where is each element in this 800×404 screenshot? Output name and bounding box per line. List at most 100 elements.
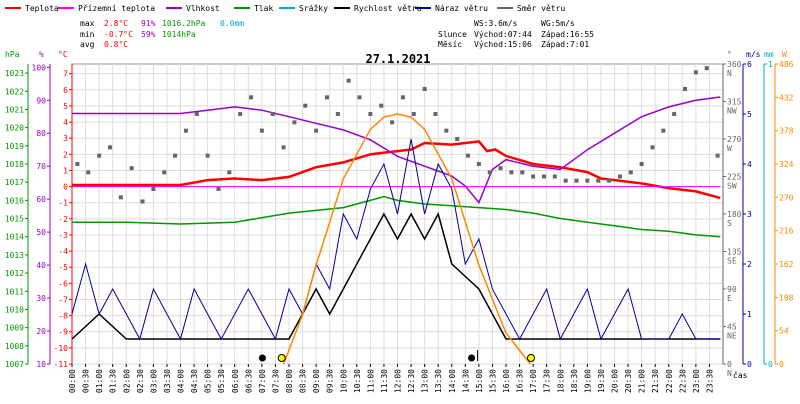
axis-label-pct: 60 [36, 195, 46, 204]
axis-compass-deg: SW [727, 182, 737, 191]
direction-point [335, 112, 340, 116]
axis-label-hpa: 1015 [5, 215, 24, 224]
stats-min-label: min [80, 30, 95, 39]
sunrise-marker [277, 354, 286, 362]
legend-label-5: Rychlost větru [354, 4, 422, 13]
stats-min-press: 1014hPa [162, 30, 196, 39]
axis-label-hpa: 1011 [5, 287, 24, 296]
direction-point [617, 174, 622, 179]
direction-point [86, 170, 91, 175]
direction-point [129, 166, 134, 171]
stats-max-label: max [80, 19, 95, 28]
x-tick-label: 03:00 [149, 369, 158, 393]
axis-label-mm: 0 [768, 360, 773, 369]
x-tick-label: 12:30 [407, 369, 416, 393]
direction-point [151, 187, 156, 191]
x-tick-label: 08:30 [299, 369, 308, 393]
stats-avg-label: avg [80, 40, 95, 49]
axis-label-ms: 1 [747, 310, 752, 319]
legend-label-0: Teplota [25, 4, 59, 13]
x-tick-label: 09:30 [326, 369, 335, 393]
axis-label-degc: -10 [54, 344, 69, 353]
axis-label-deg: 315 [727, 98, 742, 107]
axis-label-w: 54 [779, 327, 789, 336]
direction-point [194, 112, 199, 116]
unit-cas: čas [733, 370, 748, 380]
direction-point [390, 120, 395, 125]
x-tick-label: 23:30 [705, 369, 714, 393]
axis-label-deg: 225 [727, 173, 742, 182]
stats-min-hum: 59% [141, 30, 156, 39]
series-line-4 [71, 212, 721, 340]
x-tick-label: 05:30 [217, 369, 226, 393]
x-tick-label: 19:00 [583, 369, 592, 393]
axis-label-degc: -3 [58, 231, 68, 240]
direction-point [455, 137, 460, 141]
x-tick-label: 13:00 [421, 369, 430, 393]
direction-point [715, 153, 720, 158]
x-tick-label: 11:00 [366, 369, 375, 393]
axis-label-deg: 180 [727, 210, 742, 219]
axis-label-deg: 90 [727, 285, 737, 294]
direction-point [324, 95, 329, 100]
direction-point [162, 170, 167, 175]
stats-max-temp: 2.8°C [104, 19, 128, 28]
axis-label-w: 378 [779, 127, 794, 136]
axis-label-deg: 0 [727, 360, 732, 369]
x-tick-label: 00:00 [68, 369, 77, 393]
unit-hpa: hPa [5, 50, 20, 59]
axis-label-w: 108 [779, 293, 794, 302]
axis-label-hpa: 1020 [5, 124, 24, 133]
unit-degc: °C [58, 50, 68, 59]
unit-deg: ° [727, 50, 732, 59]
x-tick-label: 21:00 [638, 369, 647, 393]
x-tick-label: 15:00 [475, 369, 484, 393]
wind-speed-info: WS:3.6m/s [474, 19, 518, 28]
x-tick-label: 16:30 [516, 369, 525, 393]
direction-point [303, 103, 308, 108]
series-line-6 [282, 113, 531, 365]
direction-point [704, 66, 709, 71]
axis-label-hpa: 1009 [5, 324, 24, 333]
x-tick-label: 17:00 [529, 369, 538, 393]
axis-label-ms: 6 [747, 60, 752, 69]
direction-point [520, 170, 525, 175]
axis-label-deg: 360 [727, 60, 742, 69]
x-tick-label: 02:00 [122, 369, 131, 393]
x-tick-label: 20:00 [611, 369, 620, 393]
direction-point [140, 199, 145, 204]
sun-label: Slunce [438, 30, 467, 39]
wind-sun-block: WS:3.6m/s WG:5m/s Slunce Východ:07:44 Zá… [438, 19, 594, 49]
axis-compass-deg: N [727, 369, 732, 378]
x-tick-label: 01:30 [109, 369, 118, 393]
axis-label-ms: 4 [747, 160, 752, 169]
stats-max-press: 1016.2hPa [162, 19, 206, 28]
sun-moon-markers [258, 350, 535, 362]
direction-point [281, 145, 286, 150]
legend: Teplota Přízemní teplota Vlhkost Tlak Srážky… [5, 4, 565, 13]
direction-point [346, 78, 351, 83]
axis-label-degc: 5 [63, 102, 68, 111]
chart-title: 27.1.2021 [365, 52, 430, 66]
x-tick-label: 12:00 [394, 369, 403, 393]
moonrise-marker [468, 354, 476, 362]
x-tick-label: 13:30 [434, 369, 443, 393]
direction-point [476, 162, 481, 166]
axis-label-ms: 0 [747, 360, 752, 369]
x-tick-label: 05:00 [204, 369, 213, 393]
x-tick-label: 03:30 [163, 369, 172, 393]
axis-label-degc: 7 [63, 70, 68, 79]
sunset-marker [526, 354, 535, 362]
axis-label-hpa: 1007 [5, 360, 24, 369]
moonset-marker [258, 354, 266, 362]
direction-point [466, 153, 471, 158]
direction-point [368, 112, 373, 116]
direction-point [552, 174, 557, 179]
direction-point [357, 95, 362, 100]
axis-compass-deg: N [727, 69, 732, 78]
axis-label-deg: 135 [727, 248, 742, 257]
x-tick-label: 20:30 [624, 369, 633, 393]
axis-compass-deg: W [727, 144, 732, 153]
axis-label-degc: -9 [58, 328, 68, 337]
axes: 00:00 00:30 01:00 01:30 02:00 02:30 03:00 03:30… [5, 60, 794, 393]
